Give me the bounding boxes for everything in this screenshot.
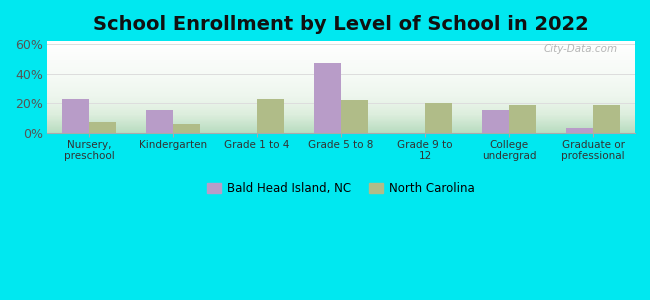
Bar [482, 110, 509, 133]
Bar [341, 100, 368, 133]
Bar [257, 99, 284, 133]
Title: School Enrollment by Level of School in 2022: School Enrollment by Level of School in … [93, 15, 589, 34]
Bar [566, 128, 593, 133]
Bar [593, 105, 620, 133]
Bar [425, 103, 452, 133]
Text: City-Data.com: City-Data.com [543, 44, 618, 54]
Bar [62, 99, 89, 133]
Bar [173, 124, 200, 133]
Bar [509, 105, 536, 133]
Legend: Bald Head Island, NC, North Carolina: Bald Head Island, NC, North Carolina [202, 177, 480, 200]
Bar [146, 110, 173, 133]
Bar [314, 63, 341, 133]
Bar [89, 122, 116, 133]
